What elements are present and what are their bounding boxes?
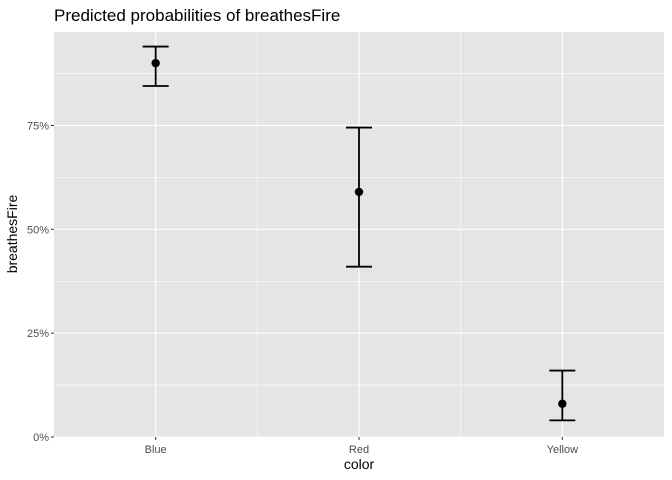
- y-axis-title: breathesFire: [4, 194, 20, 273]
- x-tick-label: Red: [349, 444, 369, 456]
- data-point: [354, 187, 364, 197]
- x-axis: Blue Red Yellow: [145, 437, 578, 456]
- error-bar: [549, 369, 576, 422]
- x-tick-label: Yellow: [547, 444, 578, 456]
- data-point: [558, 399, 567, 408]
- error-bar: [346, 126, 372, 268]
- y-tick-label: 0%: [33, 432, 49, 444]
- x-axis-title: color: [344, 456, 375, 472]
- y-tick-label: 75%: [27, 120, 49, 132]
- data-point: [151, 58, 160, 68]
- chart-title: Predicted probabilities of breathesFire: [54, 6, 340, 25]
- x-tick-label: Blue: [145, 444, 167, 456]
- data-marks: [142, 45, 576, 422]
- y-tick-label: 25%: [27, 328, 49, 340]
- y-tick-label: 50%: [27, 224, 49, 236]
- y-axis: 0% 25% 50% 75%: [27, 120, 54, 444]
